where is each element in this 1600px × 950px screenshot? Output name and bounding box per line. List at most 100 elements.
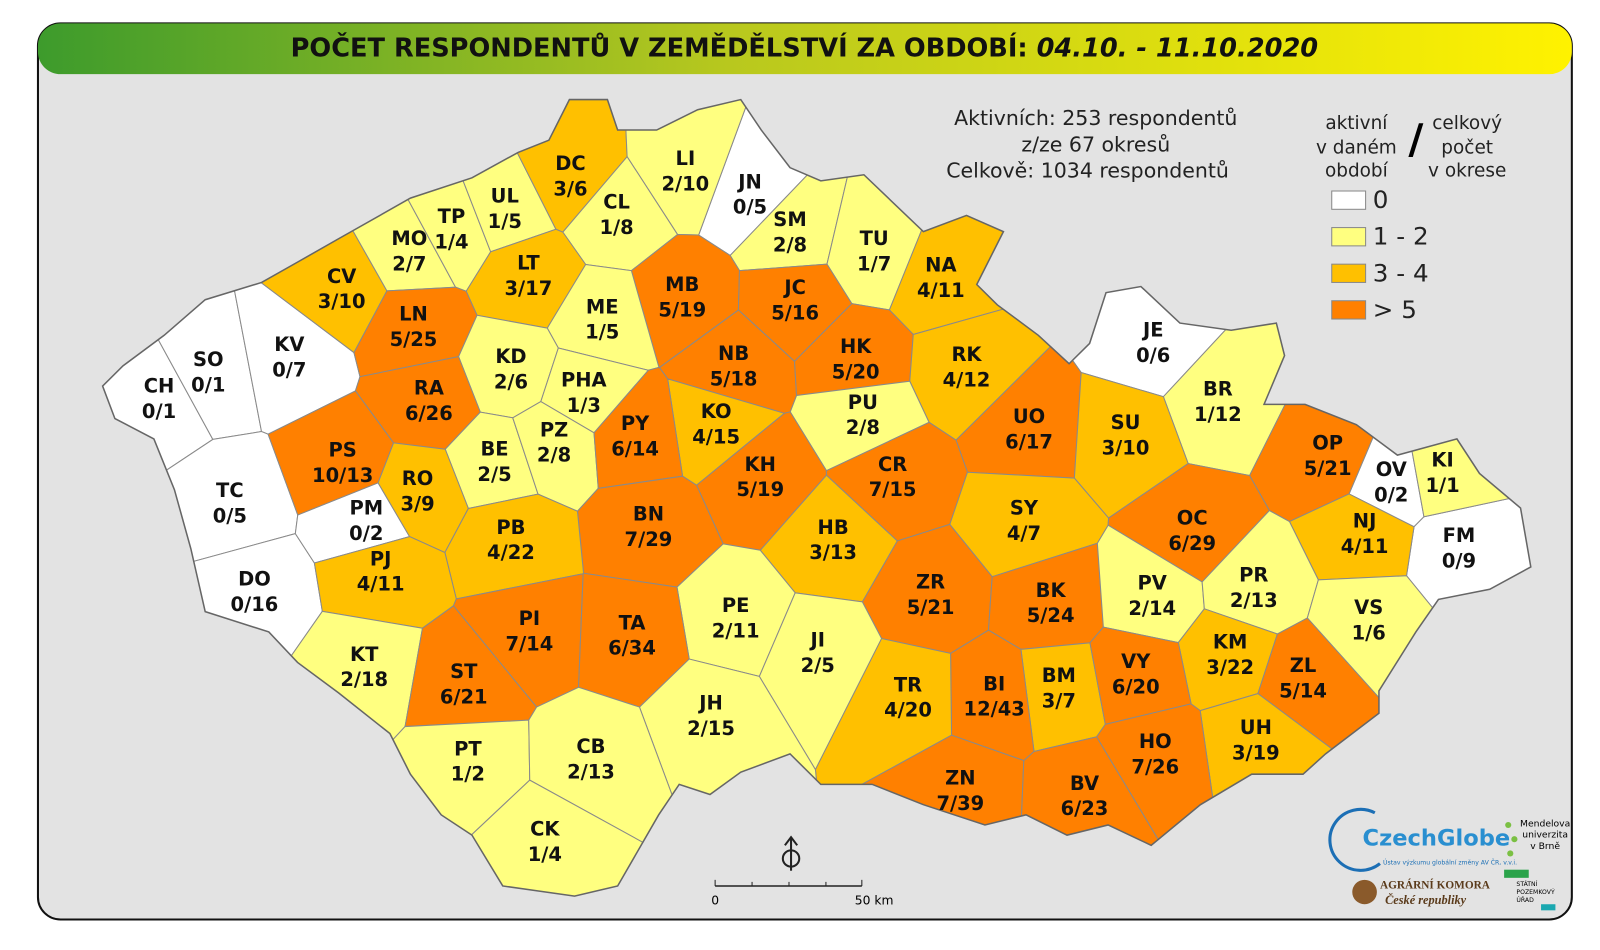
district-count: 2/10 — [661, 172, 709, 195]
district-code: RK — [951, 343, 982, 366]
district-code: NJ — [1353, 510, 1377, 533]
logo-mendelu: v Brně — [1530, 841, 1560, 852]
district-count: 3/9 — [400, 493, 434, 516]
district-count: 3/6 — [553, 178, 587, 201]
district-count: 1/5 — [488, 210, 522, 233]
district-code: BR — [1203, 378, 1233, 401]
district-count: 6/20 — [1112, 675, 1160, 698]
district-count: 2/18 — [340, 668, 388, 691]
district-code: PV — [1138, 572, 1167, 595]
district-count: 12/43 — [964, 698, 1025, 721]
district-count: 6/21 — [440, 686, 488, 709]
title-main: POČET RESPONDENTŮ V ZEMĚDĚLSTVÍ ZA OBDOB… — [291, 33, 1037, 64]
district-code: PZ — [540, 418, 568, 441]
district-code: ST — [450, 660, 478, 683]
legend-swatch — [1331, 263, 1367, 283]
district-code: KV — [274, 333, 304, 356]
district-count: 7/26 — [1131, 756, 1179, 779]
district-count: 0/6 — [1136, 344, 1170, 367]
district-count: 1/1 — [1425, 474, 1459, 497]
summary-line: z/ze 67 okresů — [1021, 132, 1170, 156]
district-code: LT — [517, 252, 540, 275]
district-code: CL — [603, 191, 630, 214]
district-count: 4/11 — [357, 573, 405, 596]
district-count: 4/12 — [943, 369, 991, 392]
district-code: PR — [1239, 564, 1268, 587]
district-code: MB — [665, 273, 699, 296]
district-code: TR — [894, 673, 922, 696]
district-count: 3/19 — [1232, 741, 1280, 764]
district-count: 2/8 — [846, 416, 880, 439]
legend-swatch — [1331, 190, 1367, 210]
district-count: 2/6 — [494, 371, 528, 394]
district-code: CB — [576, 735, 605, 758]
district-code: PM — [349, 497, 383, 520]
district-count: 5/25 — [390, 328, 438, 351]
district-code: DO — [238, 568, 271, 591]
district-code: VY — [1121, 650, 1151, 673]
district-count: 5/14 — [1279, 679, 1327, 702]
district-code: OV — [1376, 458, 1407, 481]
district-count: 2/8 — [773, 233, 807, 256]
legend-header: období — [1325, 161, 1389, 182]
district-code: HO — [1139, 730, 1172, 753]
district-count: 10/13 — [312, 464, 373, 487]
district-count: 2/13 — [1230, 589, 1278, 612]
district-code: LN — [399, 303, 428, 326]
district-count: 5/18 — [710, 368, 758, 391]
district-code: TP — [438, 205, 466, 228]
district-code: BM — [1042, 664, 1076, 687]
district-count: 2/5 — [477, 463, 511, 486]
district-count: 1/8 — [600, 216, 634, 239]
district-code: JC — [782, 276, 806, 299]
district-count: 2/5 — [801, 654, 835, 677]
district-count: 0/1 — [191, 374, 225, 397]
district-code: CV — [327, 265, 356, 288]
logo-czechglobe-sub: Ústav výzkumu globální změny AV ČR, v.v.… — [1383, 858, 1517, 867]
district-code: PT — [454, 737, 482, 760]
district-code: PU — [848, 391, 878, 414]
district-count: 5/20 — [832, 360, 880, 383]
logo-czechglobe: CzechGlobe — [1363, 826, 1511, 852]
district-code: BE — [480, 438, 508, 461]
district-count: 3/7 — [1042, 690, 1076, 713]
district-code: PS — [329, 439, 357, 462]
legend-header: počet — [1441, 137, 1493, 158]
district-code: ZL — [1290, 654, 1317, 677]
district-count: 1/6 — [1352, 622, 1386, 645]
district-code: KD — [495, 345, 526, 368]
district-code: PE — [722, 594, 750, 617]
district-code: TU — [860, 227, 889, 250]
district-count: 2/15 — [687, 717, 735, 740]
district-count: 4/15 — [692, 425, 740, 448]
district-code: HB — [818, 516, 849, 539]
district-code: BV — [1070, 772, 1099, 795]
district-code: PHA — [561, 369, 607, 392]
district-code: UO — [1013, 405, 1045, 428]
district-code: VS — [1354, 596, 1383, 619]
legend-header: celkový — [1432, 113, 1502, 134]
district-code: ME — [586, 295, 619, 318]
district-count: 6/26 — [405, 402, 453, 425]
district-count: 7/39 — [936, 792, 984, 815]
logos: CzechGlobe Ústav výzkumu globální změny … — [1328, 807, 1570, 911]
district-count: 2/7 — [392, 253, 426, 276]
district-code: BI — [983, 672, 1005, 695]
district-count: 3/10 — [1102, 437, 1150, 460]
legend-swatch — [1331, 227, 1367, 247]
legend-label: 1 - 2 — [1373, 222, 1429, 251]
district-code: PI — [519, 607, 541, 630]
district-count: 0/5 — [213, 505, 247, 528]
district-code: ZR — [916, 571, 945, 594]
district-count: 0/9 — [1442, 549, 1476, 572]
district — [593, 366, 684, 489]
logo-spu: POZEMKOVÝ — [1516, 887, 1555, 896]
district-code: CH — [144, 375, 175, 398]
summary-line: Aktivních: 253 respondentů — [954, 106, 1237, 130]
district-count: 5/19 — [658, 298, 706, 321]
district-count: 0/5 — [733, 196, 767, 219]
district-count: 5/21 — [907, 596, 955, 619]
north-arrow — [781, 835, 801, 871]
legend-label: > 5 — [1373, 295, 1417, 324]
district-count: 6/34 — [608, 637, 656, 660]
